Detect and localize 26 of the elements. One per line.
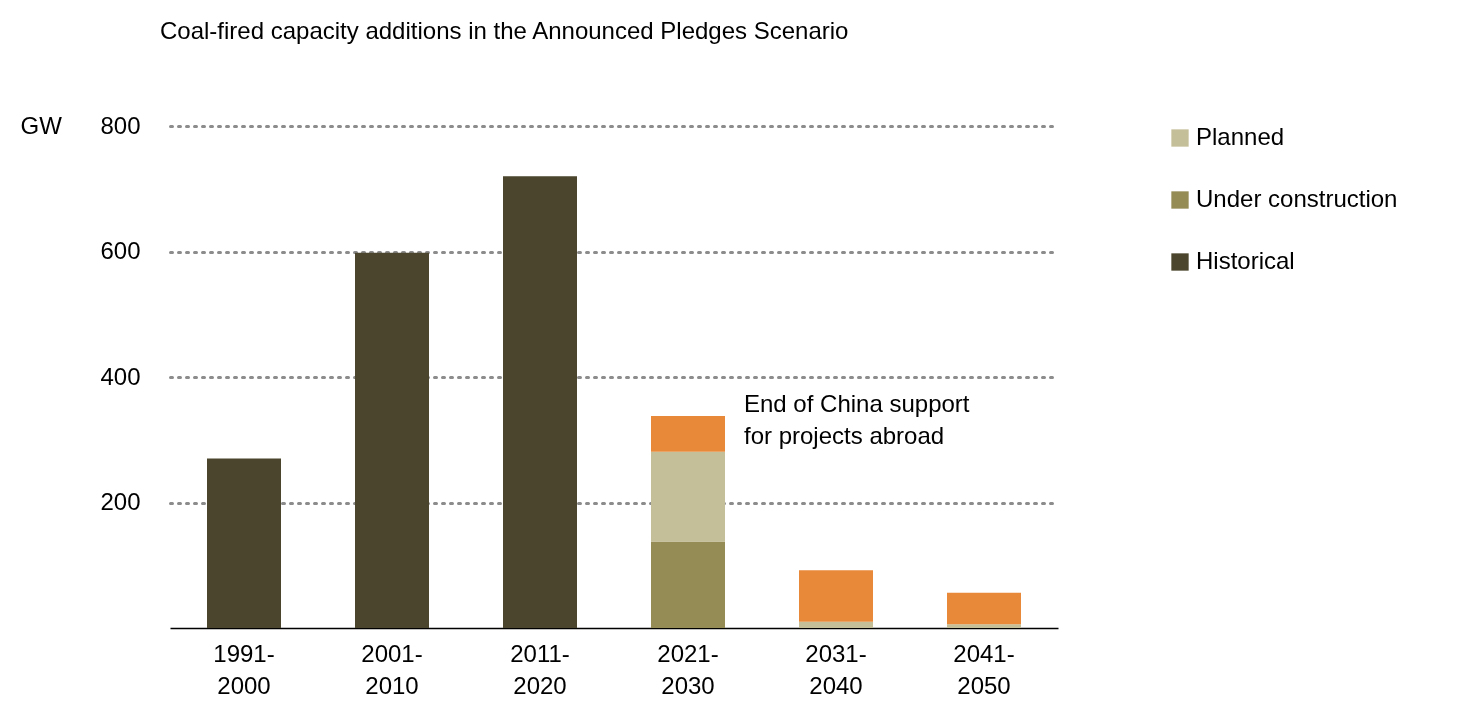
y-tick-label: 400 <box>100 362 141 390</box>
legend-label: Historical <box>1196 247 1295 274</box>
bar <box>947 624 1021 628</box>
bar <box>355 252 429 628</box>
x-tick-label: 2011-2020 <box>510 639 570 699</box>
bar <box>651 541 725 628</box>
x-tick-label: 2001-2010 <box>361 639 423 699</box>
bar <box>651 415 725 452</box>
bar <box>651 451 725 542</box>
bar <box>799 570 873 622</box>
x-tick-label: 2031-2040 <box>805 639 867 699</box>
annotation: End of China support for projects abroad <box>744 389 970 449</box>
y-axis-title: GW <box>20 111 63 139</box>
y-tick-label: 200 <box>100 488 141 515</box>
y-tick-label: 800 <box>100 111 141 139</box>
chart-title: Coal-fired capacity additions in the Announced Pledges Scenario <box>160 17 849 44</box>
legend-label: Under construction <box>1196 185 1398 212</box>
x-tick-label: 2041-2050 <box>953 639 1015 699</box>
x-tick-label: 2021-2030 <box>657 639 719 699</box>
bar <box>503 176 577 628</box>
legend-label: Planned <box>1196 123 1285 150</box>
bar <box>207 458 281 628</box>
bar <box>947 592 1021 625</box>
x-tick-label: 1991-2000 <box>213 639 275 699</box>
y-tick-label: 600 <box>100 237 141 264</box>
bar <box>799 621 873 628</box>
